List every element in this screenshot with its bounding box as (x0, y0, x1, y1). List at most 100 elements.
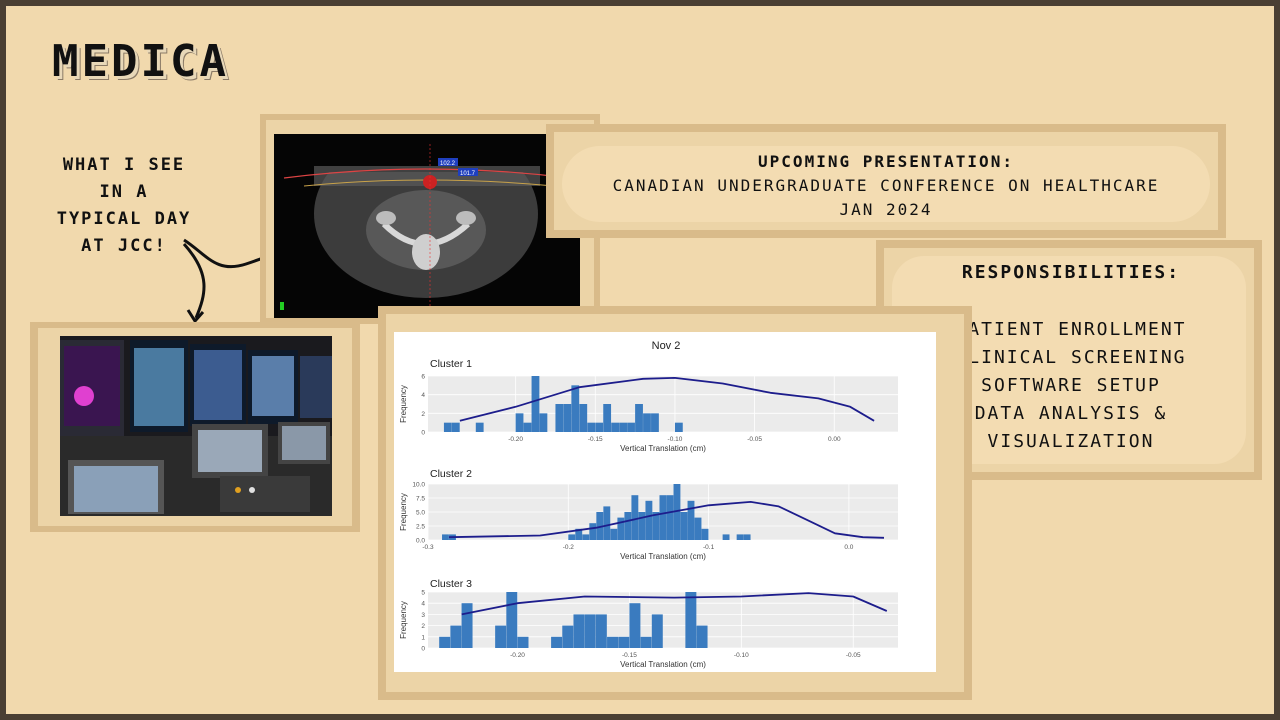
histogram-bar (475, 422, 484, 432)
chart-title: Nov 2 (652, 340, 681, 352)
cluster-subtitle: Cluster 1 (430, 358, 472, 370)
x-tick-label: -0.10 (734, 652, 749, 659)
note-line: AT JCC! (81, 236, 167, 256)
presentation-conference: CANADIAN UNDERGRADUATE CONFERENCE ON HEA… (612, 176, 1160, 195)
histogram-bar (631, 495, 639, 540)
x-axis-label: Vertical Translation (cm) (620, 660, 706, 669)
slide-title: MEDICA (52, 36, 229, 87)
cluster-2-panel: Cluster 2 0.0 2.5 5.0 7.5 10.0 -0.3 -0.2 -0.1 0.0… (399, 468, 898, 561)
histogram-bar (579, 404, 588, 432)
x-tick-label: -0.2 (563, 544, 575, 551)
histogram-bar (595, 422, 604, 432)
list-item: DATA ANALYSIS & (974, 403, 1168, 424)
y-axis-label: Frequency (399, 601, 408, 639)
histogram-bar (722, 534, 730, 540)
histogram-bar (603, 404, 612, 432)
ct-label: 101.7 (460, 171, 476, 177)
y-tick-label: 2 (421, 411, 425, 418)
list-item: VISUALIZATION (987, 431, 1155, 452)
histogram-bar (617, 517, 625, 540)
plot-background (428, 376, 898, 432)
histogram-bar (619, 422, 627, 432)
histogram-bar (635, 404, 643, 432)
histogram-bar (596, 512, 604, 540)
y-axis-label: Frequency (399, 385, 408, 423)
density-curve (461, 592, 888, 616)
ct-label: 102.2 (440, 161, 456, 167)
histogram-bar (685, 592, 697, 648)
histogram-bar (611, 422, 620, 432)
histogram-bar (638, 512, 646, 540)
y-tick-label: 0 (421, 646, 425, 653)
list-item: SOFTWARE SETUP (981, 375, 1161, 396)
y-axis-label: Frequency (399, 493, 408, 531)
histogram-bar (563, 404, 572, 432)
cluster-subtitle: Cluster 3 (430, 578, 472, 590)
y-tick-label: 7.5 (416, 496, 425, 503)
density-curve (448, 500, 885, 539)
responsibilities-heading: RESPONSIBILITIES: (961, 262, 1181, 283)
histogram-bar (555, 404, 564, 432)
histogram-bar (551, 636, 563, 648)
y-tick-label: 10.0 (412, 482, 425, 489)
y-tick-label: 2 (421, 623, 425, 630)
histogram-bar (643, 413, 651, 432)
day-note: WHAT I SEE IN A TYPICAL DAY AT JCC! (34, 152, 214, 260)
histogram-bar (584, 614, 596, 648)
histogram-bar (461, 603, 473, 648)
presentation-heading: UPCOMING PRESENTATION: (758, 152, 1014, 171)
histogram-bar (517, 636, 529, 648)
cluster-3-panel: Cluster 3 0 1 2 3 4 5 -0.20 -0.15 -0.10 -0.05 Verti… (399, 578, 898, 669)
histogram-bar (651, 413, 659, 432)
histogram-bar (573, 614, 585, 648)
histogram-bar (652, 512, 660, 540)
histogram-bar (674, 422, 683, 432)
histogram-bar (645, 500, 653, 540)
x-tick-label: 0.00 (828, 436, 841, 443)
histogram-bar (603, 506, 611, 540)
histogram-bar (694, 517, 702, 540)
histogram-bar (659, 495, 667, 540)
presentation-card: UPCOMING PRESENTATION: CANADIAN UNDERGRA… (562, 150, 1210, 222)
note-line: TYPICAL DAY (56, 209, 192, 229)
histogram-bar (618, 636, 630, 648)
x-tick-label: -0.15 (622, 652, 637, 659)
y-tick-label: 2.5 (416, 524, 425, 531)
histogram-bar (575, 528, 583, 540)
y-tick-label: 5.0 (416, 510, 425, 517)
histogram-bar (736, 534, 744, 540)
x-tick-label: -0.10 (668, 436, 683, 443)
histogram-bar (568, 534, 576, 540)
histogram-bar (515, 413, 524, 432)
y-tick-label: 3 (421, 612, 425, 619)
histogram-bar (443, 422, 452, 432)
x-tick-label: -0.05 (846, 652, 861, 659)
histogram-figure: Nov 2 Cluster 1 0 2 4 6 -0.20 -0.15 -0.10 -0.05 0… (394, 332, 936, 672)
histogram-bar (595, 614, 607, 648)
histogram-bar (587, 422, 596, 432)
histogram-bar (531, 376, 540, 432)
y-tick-label: 0.0 (416, 538, 425, 545)
x-tick-label: -0.20 (508, 436, 523, 443)
histogram-bar (673, 484, 681, 540)
histogram-bar (450, 625, 462, 648)
y-tick-label: 4 (421, 392, 425, 399)
histogram-bar (451, 422, 460, 432)
histogram-bar (687, 500, 695, 540)
slide: MEDICA WHAT I SEE IN A TYPICAL DAY AT JC… (6, 6, 1274, 714)
histogram-bar (629, 603, 641, 648)
histogram-bar (696, 625, 708, 648)
histogram-bar (442, 534, 449, 540)
x-tick-label: -0.1 (703, 544, 715, 551)
cluster-1-panel: Cluster 1 0 2 4 6 -0.20 -0.15 -0.10 -0.05 0.00 Ver… (399, 358, 898, 453)
x-tick-label: -0.15 (588, 436, 603, 443)
y-tick-label: 0 (421, 430, 425, 437)
y-tick-label: 1 (421, 634, 425, 641)
y-tick-label: 5 (421, 590, 425, 597)
histogram-bar (651, 614, 663, 648)
control-room-photo (60, 336, 332, 516)
histogram-bar (743, 534, 751, 540)
histogram-bar (640, 636, 652, 648)
x-tick-label: -0.3 (422, 544, 434, 551)
